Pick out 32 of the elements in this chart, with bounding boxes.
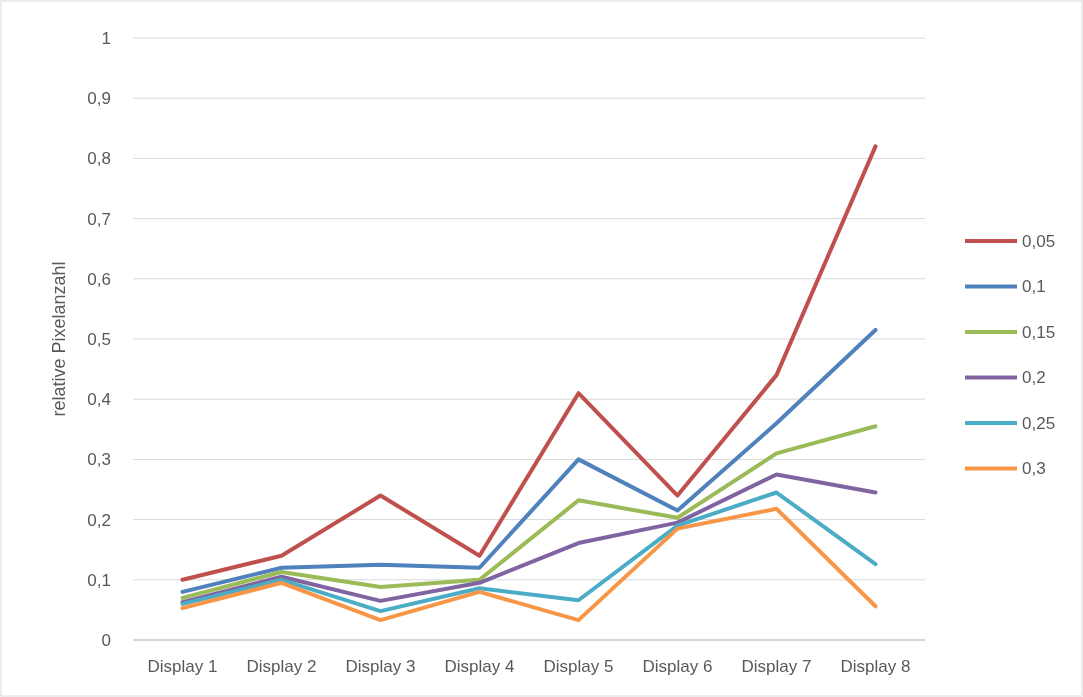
legend-label: 0,05 — [1022, 231, 1056, 251]
y-tick-label: 0 — [101, 630, 111, 650]
x-tick-label: Display 1 — [147, 657, 218, 676]
line-series — [180, 424, 878, 600]
x-tick-label: Display 7 — [741, 657, 812, 676]
x-tick-label: Display 6 — [642, 657, 713, 676]
line-series — [180, 472, 878, 605]
x-tick-label: Display 3 — [345, 657, 416, 676]
legend-label: 0,3 — [1022, 459, 1046, 479]
line-series — [180, 144, 878, 582]
y-tick-label: 0,5 — [87, 329, 111, 349]
y-tick-label: 1 — [101, 28, 111, 48]
x-tick-label: Display 4 — [444, 657, 515, 676]
legend-label: 0,2 — [1022, 368, 1046, 388]
y-tick-label: 0,9 — [87, 89, 111, 109]
y-tick-label: 0,1 — [87, 570, 111, 590]
legend-label: 0,15 — [1022, 322, 1056, 342]
line-series — [180, 490, 878, 614]
y-tick-label: 0,8 — [87, 149, 111, 169]
line-series — [180, 506, 878, 623]
y-tick-label: 0,4 — [87, 390, 111, 410]
x-tick-label: Display 2 — [246, 657, 317, 676]
x-tick-label: Display 8 — [840, 657, 911, 676]
line-series — [180, 327, 878, 594]
y-tick-label: 0,7 — [87, 209, 111, 229]
y-tick-label: 0,2 — [87, 510, 111, 530]
x-tick-label: Display 5 — [543, 657, 614, 676]
legend-label: 0,1 — [1022, 277, 1046, 297]
y-tick-label: 0,3 — [87, 450, 111, 470]
legend-label: 0,25 — [1022, 413, 1056, 433]
y-tick-label: 0,6 — [87, 269, 111, 289]
y-axis-title: relative Pixelanzahl — [49, 261, 69, 417]
